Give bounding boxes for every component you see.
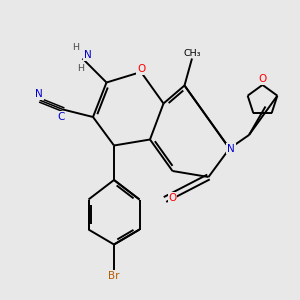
Text: O: O <box>168 193 177 203</box>
Text: N: N <box>227 143 235 154</box>
Text: N: N <box>35 89 43 100</box>
Text: O: O <box>137 64 145 74</box>
Text: CH₃: CH₃ <box>184 49 201 58</box>
Text: O: O <box>258 74 267 85</box>
Text: H: H <box>77 64 85 74</box>
Text: Br: Br <box>108 271 120 281</box>
Text: N: N <box>84 50 92 60</box>
Text: C: C <box>58 112 65 122</box>
Text: H: H <box>72 43 80 52</box>
